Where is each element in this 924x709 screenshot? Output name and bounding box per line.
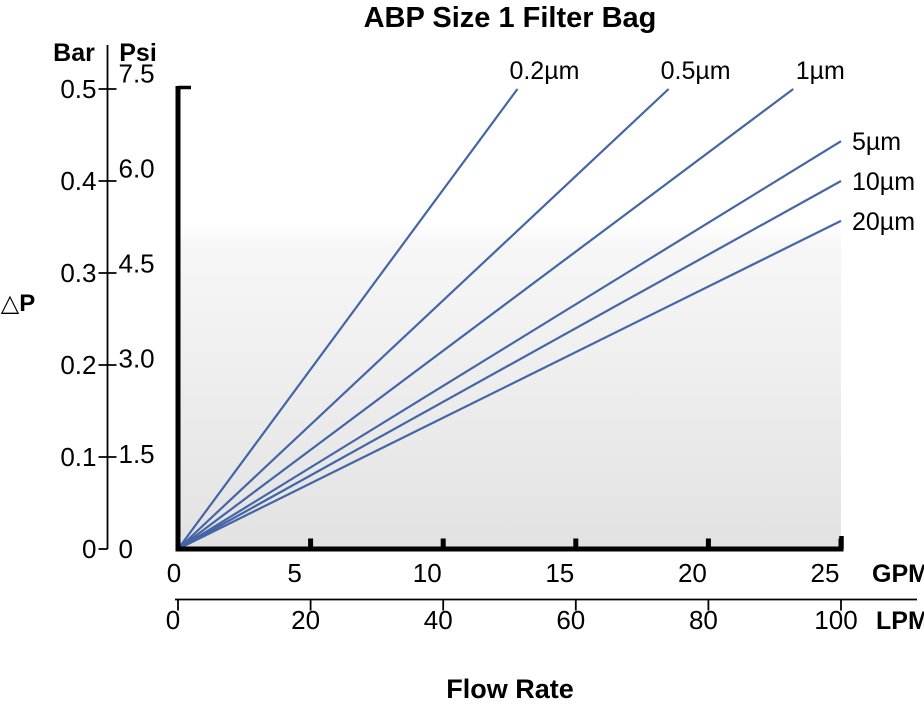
curve-label-20um: 20µm (852, 208, 915, 236)
bar-tick-label: 0.3 (60, 258, 96, 288)
y-unit-bar-label: Bar (53, 39, 95, 67)
gpm-tick (705, 538, 711, 547)
psi-tick-label: 1.5 (119, 439, 155, 469)
series-layer (177, 88, 842, 550)
x-unit-lpm-label: LPM (876, 607, 924, 635)
x-axis-title-flow-rate: Flow Rate (446, 674, 574, 704)
gpm-tick (838, 538, 844, 547)
curve-0.5um (177, 88, 670, 550)
chart-title: ABP Size 1 Filter Bag (364, 2, 657, 34)
ticks-and-labels-layer: 0.2µm 0.5µm 1µm 5µm 10µm 20µm 0 5 10 15 20 25 0 20 40 6… (60, 57, 915, 635)
curve-label-0.5um: 0.5µm (661, 57, 731, 85)
curve-20um (177, 219, 842, 550)
y-unit-psi-label: Psi (119, 39, 157, 67)
bar-tick-label: 0.5 (60, 74, 96, 104)
plot-area-background (179, 88, 841, 547)
gpm-tick-label: 0 (167, 558, 181, 588)
lpm-tick-label: 80 (689, 605, 718, 635)
gpm-tick (440, 538, 446, 547)
gpm-tick-label: 25 (811, 558, 840, 588)
curve-label-10um: 10µm (852, 168, 915, 196)
curve-10um (177, 180, 842, 550)
lpm-tick-label: 100 (814, 605, 857, 635)
curve-label-1um: 1µm (796, 57, 845, 85)
curve-label-0.2um: 0.2µm (509, 57, 579, 85)
curve-label-5um: 5µm (852, 128, 901, 156)
gpm-tick (573, 538, 579, 547)
gpm-tick-label: 5 (287, 558, 301, 588)
psi-tick-label: 7.5 (119, 58, 155, 88)
psi-tick-label: 6.0 (119, 153, 155, 183)
lpm-tick-label: 60 (556, 605, 585, 635)
curve-1um (177, 88, 794, 550)
lpm-tick-label: 0 (166, 605, 180, 635)
psi-tick-label: 3.0 (119, 344, 155, 374)
lpm-tick-label: 20 (291, 605, 320, 635)
bar-tick-label: 0.4 (60, 166, 96, 196)
gpm-tick (308, 538, 314, 547)
curve-0.2um (177, 88, 519, 550)
x-unit-gpm-label: GPM (872, 560, 924, 588)
curve-5um (177, 140, 842, 550)
gpm-tick-label: 10 (413, 558, 442, 588)
psi-tick-label: 0 (119, 534, 133, 564)
gpm-tick-label: 20 (678, 558, 707, 588)
psi-tick-label: 4.5 (119, 249, 155, 279)
y-axis-title-delta-p: △P (1, 290, 35, 317)
bar-tick-label: 0.2 (60, 350, 96, 380)
gpm-tick-label: 15 (545, 558, 574, 588)
bar-tick-label: 0.1 (60, 442, 96, 472)
bar-tick-label: 0 (82, 534, 96, 564)
lpm-tick-label: 40 (424, 605, 453, 635)
